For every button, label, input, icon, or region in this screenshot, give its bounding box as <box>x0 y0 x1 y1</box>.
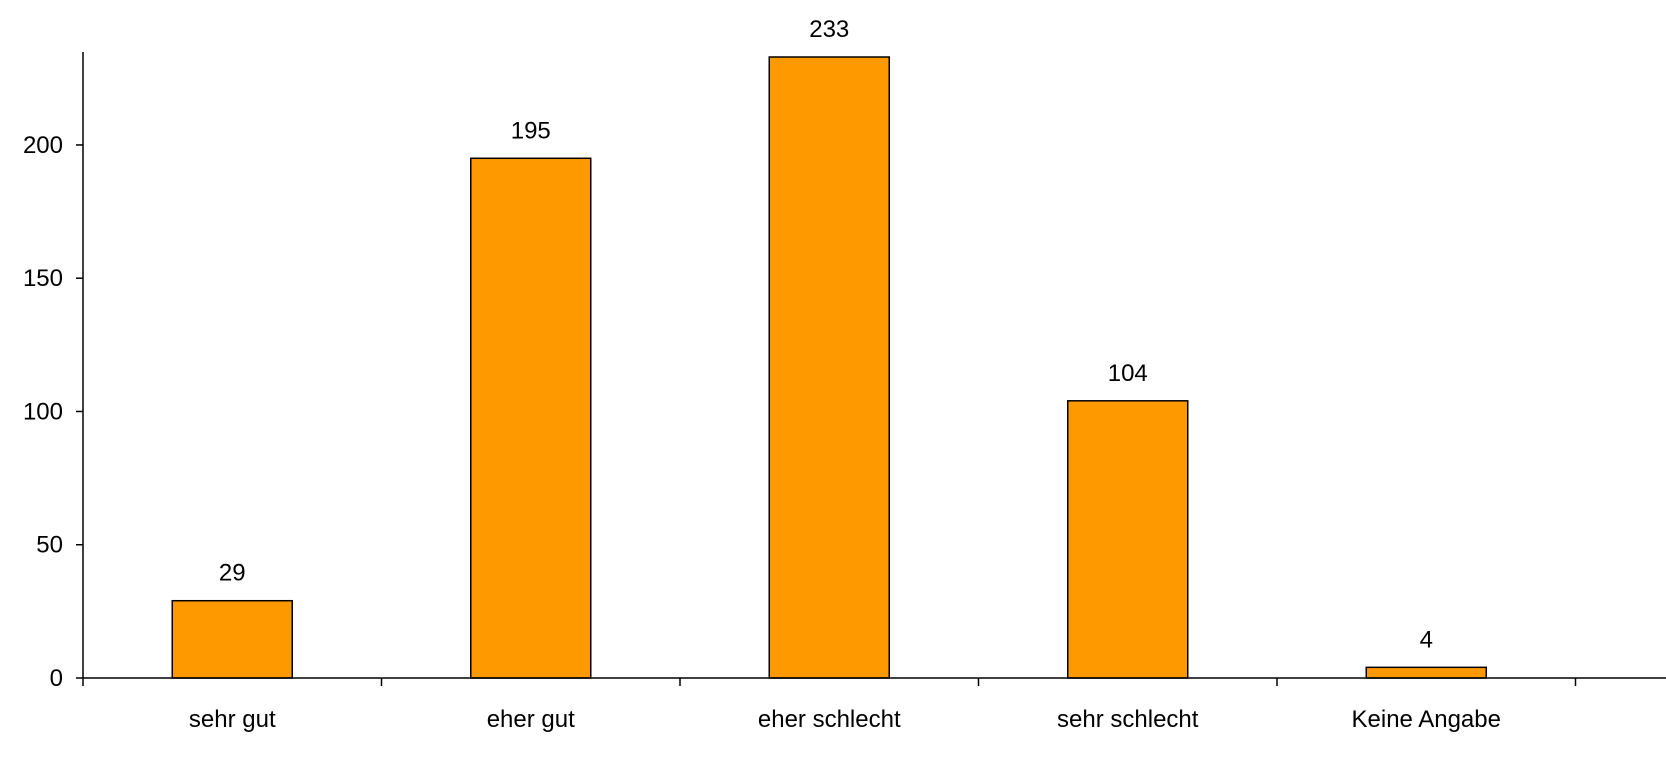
data-label-1: 195 <box>511 117 551 144</box>
bars <box>171 56 1487 679</box>
data-label-2: 233 <box>809 16 849 43</box>
y-tick-label: 100 <box>23 398 63 425</box>
bar-4 <box>1365 666 1487 679</box>
y-tick-label: 0 <box>50 665 63 692</box>
y-tick-label: 50 <box>36 532 63 559</box>
x-tick-label-0: sehr gut <box>189 706 276 733</box>
bar-3 <box>1067 400 1189 679</box>
data-label-3: 104 <box>1108 360 1148 387</box>
x-tick-label-2: eher schlecht <box>758 706 901 733</box>
x-axis: sehr gut eher gut eher schlecht sehr schlec… <box>82 677 1666 733</box>
y-tick-label: 200 <box>23 132 63 159</box>
x-tick-label-3: sehr schlecht <box>1057 706 1199 733</box>
x-tick-label-4: Keine Angabe <box>1352 706 1501 733</box>
bar-1 <box>470 157 592 679</box>
y-tick-label: 150 <box>23 265 63 292</box>
bar-2 <box>768 56 890 679</box>
y-axis: 0 50 100 150 200 <box>23 52 84 692</box>
data-label-4: 4 <box>1420 626 1433 653</box>
data-labels: 29 195 233 104 4 <box>219 16 1433 653</box>
x-tick-label-1: eher gut <box>487 706 575 733</box>
bar-0 <box>171 599 293 679</box>
data-label-0: 29 <box>219 560 246 587</box>
